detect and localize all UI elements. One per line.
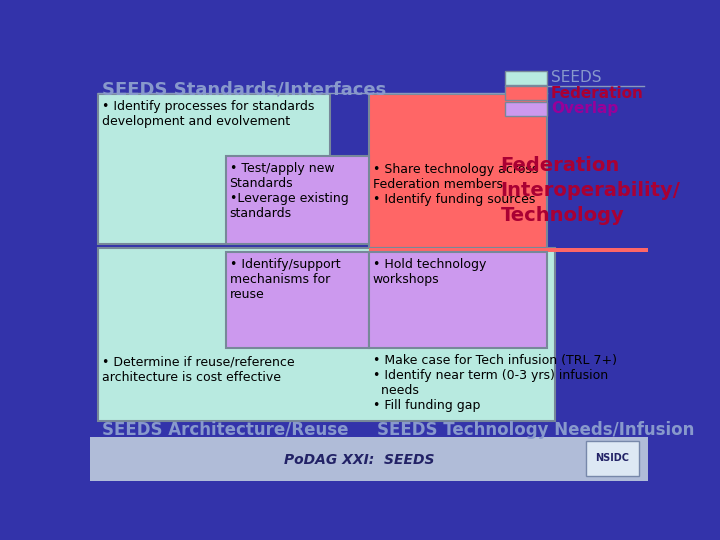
Text: SEEDS Architecture/Reuse: SEEDS Architecture/Reuse — [102, 421, 348, 438]
Text: PoDAG XXI:  SEEDS: PoDAG XXI: SEEDS — [284, 453, 434, 467]
Bar — [505, 71, 547, 85]
Text: SEEDS: SEEDS — [551, 70, 602, 85]
Text: • Hold technology
workshops: • Hold technology workshops — [373, 258, 486, 286]
Text: • Identify processes for standards
development and evolvement: • Identify processes for standards devel… — [102, 100, 315, 128]
Text: Federation: Federation — [551, 86, 644, 101]
Text: NSIDC: NSIDC — [595, 453, 629, 463]
Text: • Identify/support
mechanisms for
reuse: • Identify/support mechanisms for reuse — [230, 258, 340, 301]
Bar — [369, 94, 547, 248]
Text: • Share technology across
Federation members
• Identify funding sources: • Share technology across Federation mem… — [373, 164, 539, 206]
Text: • Determine if reuse/reference
architecture is cost effective: • Determine if reuse/reference architect… — [102, 356, 295, 384]
Bar — [586, 441, 639, 476]
Text: • Make case for Tech infusion (TRL 7+)
• Identify near term (0-3 yrs) infusion
 : • Make case for Tech infusion (TRL 7+) •… — [373, 354, 617, 413]
Bar — [225, 156, 369, 244]
Bar — [90, 437, 648, 481]
Bar — [98, 94, 330, 244]
Bar — [505, 86, 547, 100]
Bar — [369, 248, 648, 252]
Bar — [225, 252, 369, 348]
Bar — [98, 248, 555, 421]
Bar — [369, 252, 547, 348]
Text: • Test/apply new
Standards
•Leverage existing
standards: • Test/apply new Standards •Leverage exi… — [230, 162, 348, 220]
Text: SEEDS Technology Needs/Infusion: SEEDS Technology Needs/Infusion — [377, 421, 694, 438]
Bar — [505, 102, 547, 116]
Text: Overlap: Overlap — [551, 101, 618, 116]
Text: SEEDS Standards/Interfaces: SEEDS Standards/Interfaces — [102, 80, 386, 98]
Text: Federation
Interoperability/
Technology: Federation Interoperability/ Technology — [500, 156, 680, 225]
